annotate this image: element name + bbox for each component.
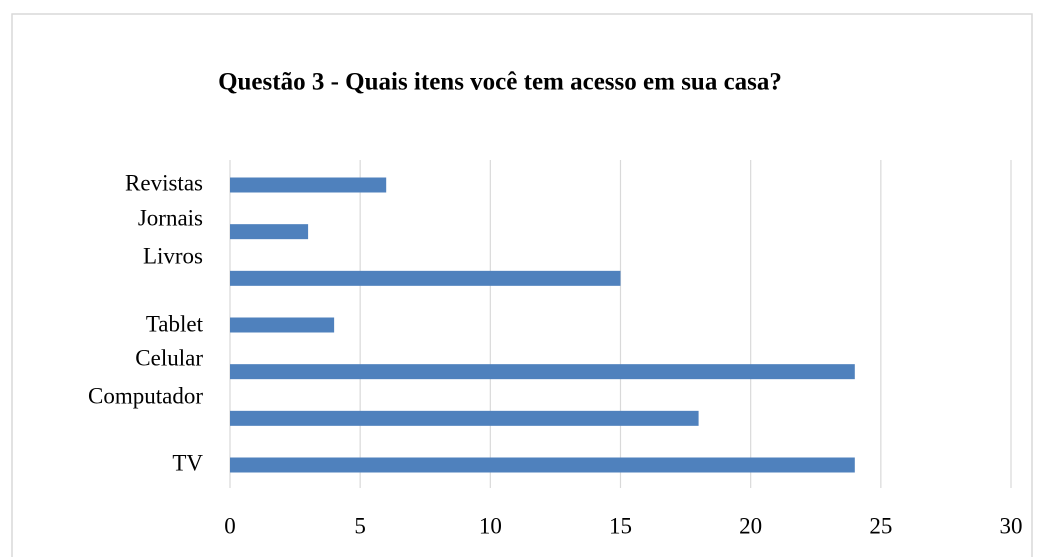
y-tick-label: Computador <box>88 383 203 408</box>
x-tick-label: 15 <box>609 513 632 538</box>
bar <box>230 177 387 193</box>
x-tick-label: 25 <box>869 513 892 538</box>
bar <box>230 270 621 286</box>
x-tick-label: 30 <box>1000 513 1023 538</box>
bar <box>230 457 855 473</box>
x-tick-label: 20 <box>739 513 762 538</box>
y-tick-label: TV <box>172 450 203 475</box>
bar <box>230 410 699 426</box>
bar <box>230 224 309 240</box>
chart-title: Questão 3 - Quais itens você tem acesso … <box>218 69 782 96</box>
y-tick-label: Jornais <box>138 205 203 230</box>
x-tick-label: 0 <box>224 513 236 538</box>
x-tick-label: 5 <box>354 513 366 538</box>
y-tick-label: Celular <box>135 345 203 370</box>
bar <box>230 317 335 333</box>
y-tick-label: Revistas <box>125 170 203 195</box>
bar <box>230 364 855 380</box>
y-tick-label: Tablet <box>146 311 204 336</box>
x-tick-label: 10 <box>479 513 502 538</box>
y-tick-label: Livros <box>143 243 203 268</box>
